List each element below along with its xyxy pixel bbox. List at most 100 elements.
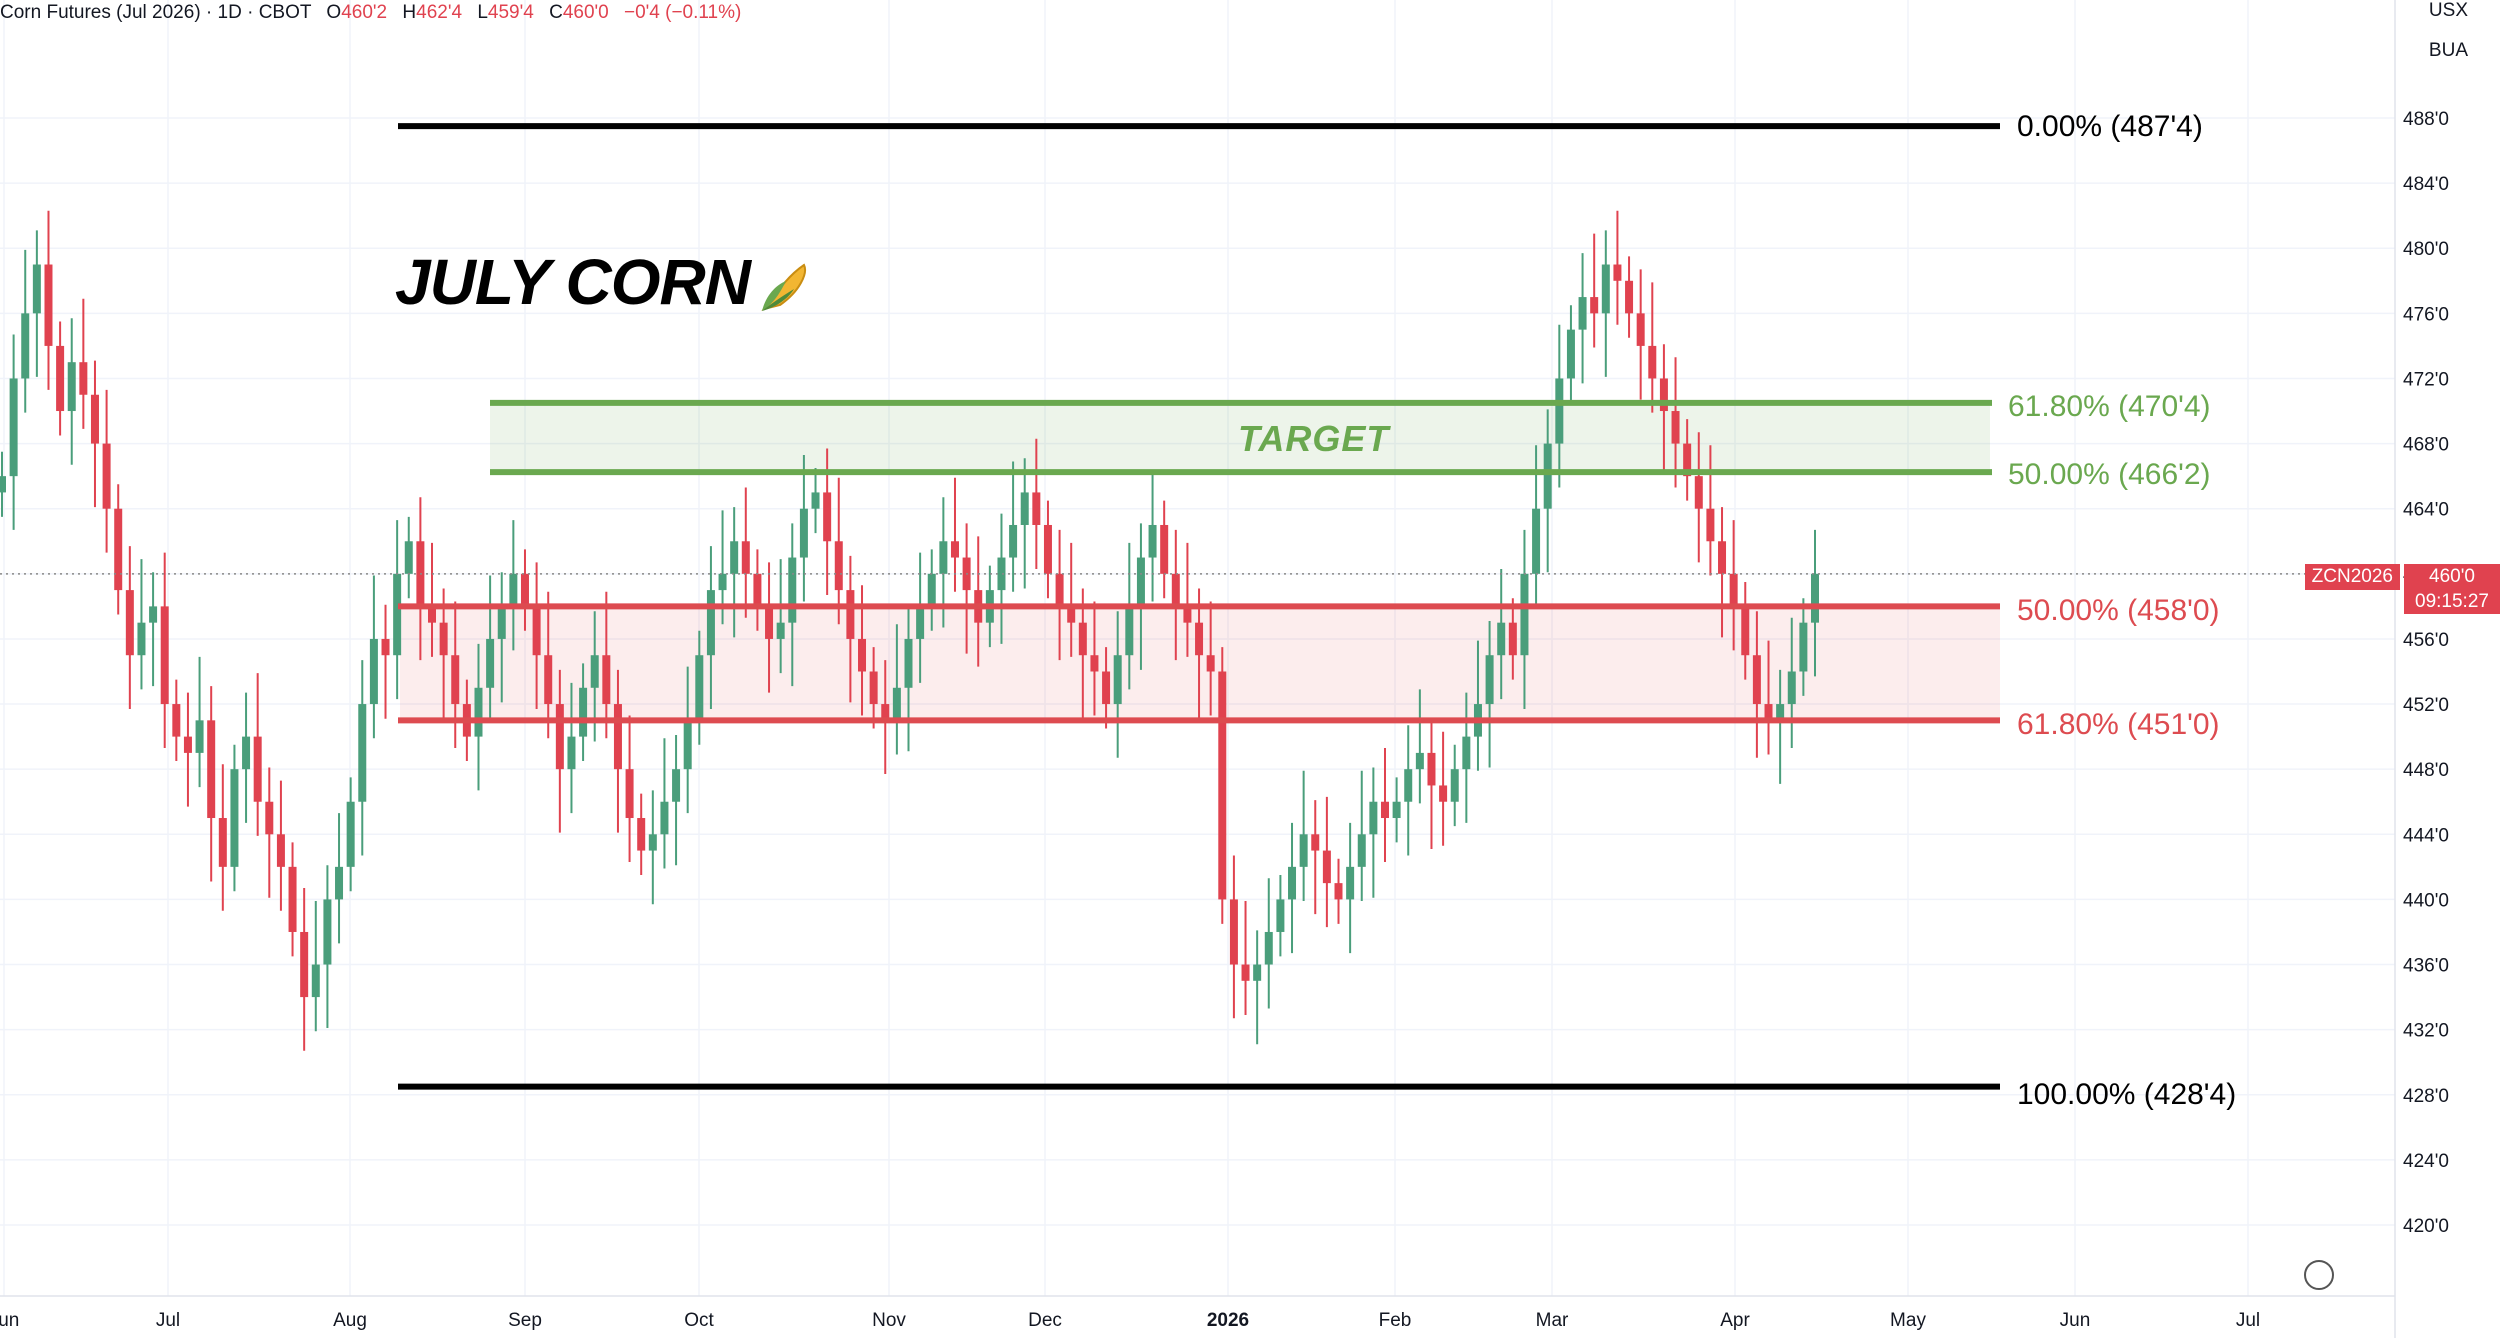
candle-body <box>1427 752 1436 786</box>
fib-label-50-top: 50.00% (466'2) <box>2008 458 2211 491</box>
candle-body <box>1206 655 1215 672</box>
close-label: C <box>549 2 563 23</box>
candle-body <box>718 573 727 591</box>
candle-body <box>1357 834 1366 867</box>
time-tick-label: May <box>1890 1310 1926 1331</box>
symbol-tag: ZCN2026 <box>2304 564 2400 590</box>
candle-body <box>1439 785 1448 802</box>
candle-body <box>1706 508 1715 542</box>
open-value: 460'2 <box>341 2 388 23</box>
candle-body <box>1136 557 1145 607</box>
candle-body <box>672 769 681 802</box>
annotation-title: JULY CORN <box>395 245 812 319</box>
price-tag-value: 460'0 <box>2429 566 2475 587</box>
price-tick-label: 476'0 <box>2403 304 2449 325</box>
candle-body <box>323 899 332 965</box>
candle-body <box>1346 866 1355 900</box>
price-tick-label: 432'0 <box>2403 1021 2449 1042</box>
open-label: O <box>326 2 342 23</box>
candle-body <box>32 264 41 314</box>
change-value: −0'4 (−0.11%) <box>624 2 742 23</box>
time-tick-label: Apr <box>1720 1310 1750 1331</box>
candle-body <box>1183 606 1192 623</box>
candle-body <box>160 606 169 705</box>
candle-body <box>1729 573 1738 607</box>
candle-body <box>183 736 192 753</box>
candle-body <box>1776 704 1785 721</box>
candle-body <box>1125 606 1134 656</box>
candle-body <box>1601 264 1610 314</box>
candle-body <box>1369 801 1378 835</box>
candle-body <box>625 769 634 819</box>
price-tick-label: 452'0 <box>2403 695 2449 716</box>
candle-body <box>1450 769 1459 802</box>
candle-body <box>114 508 123 591</box>
candle-body <box>950 541 959 558</box>
time-tick-label: Jul <box>156 1310 180 1331</box>
candle-body <box>9 378 18 477</box>
candle-body <box>195 720 204 753</box>
candle-body <box>207 720 216 819</box>
candle-body <box>1683 443 1692 477</box>
candle-body <box>730 541 739 574</box>
time-tick-label: 2026 <box>1207 1310 1249 1331</box>
candle-body <box>811 492 820 509</box>
candle-body <box>648 834 657 851</box>
candle-body <box>1811 573 1819 623</box>
candle-body <box>1485 655 1494 705</box>
candle-body <box>1671 411 1680 444</box>
candle-body <box>799 508 808 558</box>
fib-label-50-bottom: 50.00% (458'0) <box>2017 594 2220 627</box>
candle-body <box>1555 378 1564 444</box>
candle-body <box>428 606 437 623</box>
fib-lines <box>398 123 2000 1090</box>
replay-timer-icon[interactable] <box>2304 1260 2334 1290</box>
high-value: 462'4 <box>416 2 463 23</box>
price-tag-countdown: 09:15:27 <box>2415 591 2489 612</box>
candle-body <box>765 606 774 639</box>
candle-body <box>1218 671 1227 900</box>
candle-body <box>590 655 599 688</box>
candle-body <box>1392 801 1401 819</box>
time-tick-label: Jul <box>2236 1310 2260 1331</box>
price-tick-label: 420'0 <box>2403 1216 2449 1237</box>
fib-label-0: 0.00% (487'4) <box>2017 110 2203 143</box>
currency-bottom[interactable]: BUA <box>2428 40 2468 61</box>
candle-body <box>44 264 53 346</box>
candle-body <box>1288 866 1297 900</box>
symbol-name: Corn Futures (Jul 2026) · 1D · CBOT <box>0 2 312 23</box>
candle-body <box>381 638 390 656</box>
candle-body <box>218 818 227 867</box>
candle-body <box>1741 606 1750 656</box>
candle-body <box>439 622 448 656</box>
candle-body <box>753 573 762 607</box>
candle-body <box>683 720 692 770</box>
fib-label-618-bottom: 61.80% (451'0) <box>2017 708 2220 741</box>
candle-body <box>1415 752 1424 770</box>
candle-body <box>1055 573 1064 607</box>
candle-body <box>892 687 901 721</box>
candle-body <box>393 573 402 656</box>
price-tick-label: 424'0 <box>2403 1151 2449 1172</box>
time-axis: Jun Jul Aug Sep Oct Nov Dec 2026 Feb Mar Apr May Jun… <box>0 1295 2395 1331</box>
candle-body <box>1148 524 1157 558</box>
price-tick-label: 480'0 <box>2403 239 2449 260</box>
time-tick-label: Mar <box>1536 1310 1569 1331</box>
candle-body <box>1404 769 1413 802</box>
candle-body <box>1102 671 1111 705</box>
candle-body <box>1462 736 1471 770</box>
currency-top[interactable]: USX <box>2428 0 2468 21</box>
candle-body <box>90 394 99 444</box>
price-tick-label: 484'0 <box>2403 174 2449 195</box>
candle-body <box>846 590 855 639</box>
time-tick-label: Jun <box>2060 1310 2091 1331</box>
candle-body <box>695 655 704 721</box>
candle-body <box>741 541 750 574</box>
candle-body <box>1787 671 1796 705</box>
candle-body <box>1334 883 1343 900</box>
candle-body <box>579 687 588 737</box>
candle-body <box>311 964 320 998</box>
candle-body <box>300 931 309 998</box>
candle-body <box>1752 655 1761 705</box>
